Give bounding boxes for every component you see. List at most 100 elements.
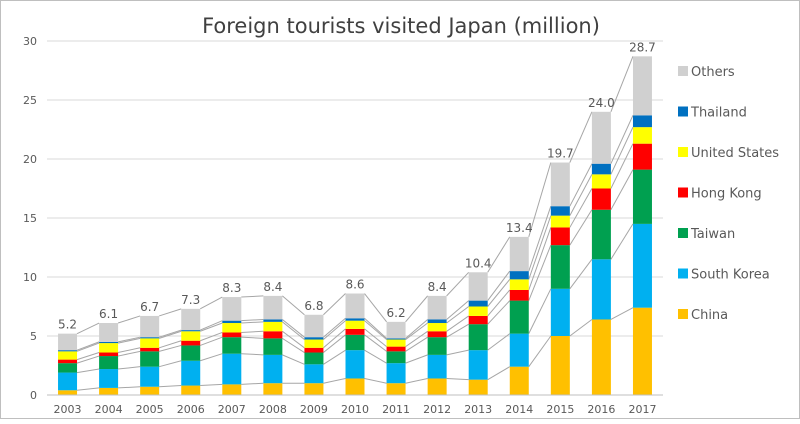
connector-line-4-2 <box>159 340 182 349</box>
bar-thailand-2017 <box>632 115 652 128</box>
bar-south-korea-2009 <box>304 364 324 384</box>
connector-line-1-13 <box>610 307 634 320</box>
bar-hong-kong-2011 <box>386 346 406 352</box>
bar-south-korea-2014 <box>509 333 529 367</box>
x-tick-label-2008: 2008 <box>259 403 287 416</box>
connector-line-3-4 <box>241 336 264 339</box>
y-tick-label-20: 20 <box>23 153 37 166</box>
connector-line-7-2 <box>159 308 182 317</box>
bar-others-2006 <box>181 308 201 331</box>
bar-south-korea-2006 <box>181 360 201 386</box>
connector-line-7-13 <box>610 56 634 112</box>
bar-hong-kong-2006 <box>181 340 201 346</box>
connector-line-5-8 <box>405 322 428 340</box>
connector-line-3-5 <box>282 337 305 353</box>
bar-south-korea-2012 <box>427 354 447 379</box>
bar-china-2014 <box>509 366 529 395</box>
connector-line-2-1 <box>118 366 141 370</box>
bar-united-states-2017 <box>632 127 652 144</box>
connector-line-3-12 <box>569 209 593 246</box>
bar-thailand-2011 <box>386 338 406 340</box>
legend-swatch-united-states <box>678 147 688 157</box>
connector-line-4-9 <box>446 315 469 332</box>
total-labels: 5.2 6.1 6.7 7.3 8.3 8.4 6.8 8.6 6.2 8.4 10.4 13.4 19… <box>58 40 656 331</box>
bar-united-states-2016 <box>591 174 611 189</box>
connector-line-3-1 <box>117 350 141 357</box>
legend-label-united-states: United States <box>691 146 779 161</box>
bar-united-states-2003 <box>58 351 78 360</box>
connector-line-7-1 <box>117 315 141 324</box>
connector-lines <box>76 56 634 391</box>
connector-line-1-11 <box>528 335 552 367</box>
bar-thailand-2010 <box>345 318 365 321</box>
connector-line-1-4 <box>241 382 264 385</box>
bar-thailand-2004 <box>99 341 119 344</box>
connector-line-4-3 <box>200 331 223 342</box>
connector-line-2-13 <box>610 223 634 260</box>
bar-hong-kong-2004 <box>99 352 119 357</box>
connector-line-4-12 <box>569 188 593 228</box>
bar-taiwan-2014 <box>509 300 529 334</box>
connector-line-5-7 <box>364 320 387 340</box>
bar-hong-kong-2014 <box>509 289 529 301</box>
connector-line-5-9 <box>446 306 469 324</box>
bar-thailand-2008 <box>263 319 283 322</box>
bar-china-2008 <box>263 383 283 395</box>
bar-taiwan-2005 <box>140 351 160 367</box>
connector-line-2-9 <box>446 349 469 356</box>
x-tick-label-2004: 2004 <box>95 403 123 416</box>
bar-united-states-2009 <box>304 339 324 348</box>
bar-thailand-2013 <box>468 300 488 307</box>
connector-line-6-9 <box>446 300 470 320</box>
connector-line-4-10 <box>487 289 511 317</box>
connector-line-6-1 <box>117 336 141 343</box>
bar-taiwan-2006 <box>181 345 201 361</box>
bar-china-2017 <box>632 307 652 395</box>
connector-line-7-11 <box>528 162 552 238</box>
bar-taiwan-2008 <box>263 338 283 355</box>
bar-china-2013 <box>468 379 488 395</box>
connector-line-2-2 <box>159 360 182 368</box>
bar-united-states-2008 <box>263 321 283 332</box>
connector-line-2-3 <box>200 353 223 362</box>
connector-line-6-10 <box>487 270 511 301</box>
bar-taiwan-2007 <box>222 337 242 354</box>
bar-others-2004 <box>99 323 119 342</box>
legend-swatch-south-korea <box>678 268 688 279</box>
bar-south-korea-2005 <box>140 366 160 387</box>
total-label-2006: 7.3 <box>181 293 200 307</box>
legend-swatch-hong-kong <box>678 187 688 198</box>
bar-south-korea-2008 <box>263 354 283 384</box>
connector-line-5-6 <box>323 320 346 340</box>
connector-line-4-13 <box>610 143 634 189</box>
legend-item-taiwan: Taiwan <box>678 227 735 242</box>
connector-line-1-3 <box>200 383 223 387</box>
connector-line-4-1 <box>117 347 141 354</box>
x-tick-label-2003: 2003 <box>54 403 82 416</box>
connector-line-4-5 <box>282 330 305 349</box>
connector-line-5-5 <box>282 321 305 340</box>
x-tick-label-2017: 2017 <box>628 403 656 416</box>
axes: 0 5 10 15 20 25 30 2003 2004 2005 2006 2007 2008 2009… <box>23 35 663 416</box>
x-tick-label-2013: 2013 <box>464 403 492 416</box>
connector-line-6-5 <box>282 319 305 338</box>
connector-line-6-11 <box>528 206 552 272</box>
bar-united-states-2007 <box>222 323 242 333</box>
connector-line-7-0 <box>76 322 100 335</box>
connector-line-7-4 <box>241 295 264 298</box>
y-tick-label-5: 5 <box>30 330 37 343</box>
connector-line-7-10 <box>487 236 511 273</box>
connector-line-7-3 <box>199 296 223 310</box>
connector-line-3-10 <box>487 300 511 325</box>
bar-china-2010 <box>345 378 365 395</box>
legend-label-taiwan: Taiwan <box>690 227 735 242</box>
bar-others-2014 <box>509 236 529 272</box>
connector-line-2-4 <box>241 353 264 356</box>
bar-hong-kong-2016 <box>591 188 611 210</box>
connector-line-4-11 <box>528 227 552 291</box>
bar-thailand-2005 <box>140 337 160 339</box>
bar-taiwan-2017 <box>632 169 652 224</box>
bar-south-korea-2016 <box>591 259 611 320</box>
connector-line-1-9 <box>446 377 469 381</box>
bar-others-2005 <box>140 315 160 338</box>
